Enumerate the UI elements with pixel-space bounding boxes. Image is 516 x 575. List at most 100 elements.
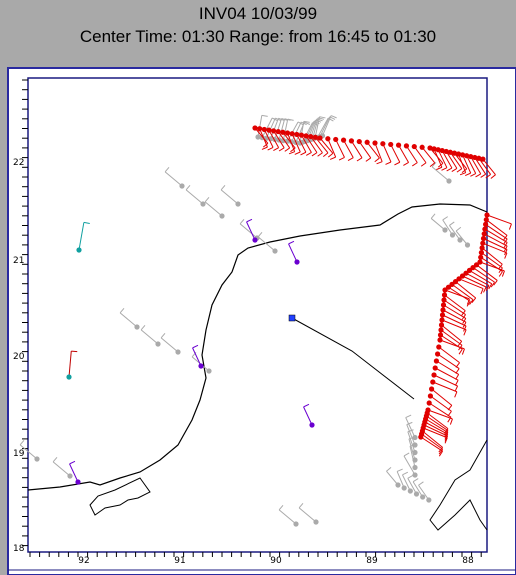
wind-barb bbox=[418, 481, 424, 486]
station bbox=[252, 125, 258, 131]
station bbox=[418, 434, 424, 440]
wind-barb bbox=[376, 161, 383, 165]
wind-barb bbox=[438, 448, 444, 455]
station bbox=[412, 457, 418, 463]
wind-barb bbox=[300, 151, 307, 156]
wind-barb bbox=[398, 144, 410, 163]
wind-barb bbox=[277, 131, 291, 149]
wind-barb bbox=[261, 114, 268, 117]
station bbox=[309, 422, 315, 428]
wind-barb bbox=[319, 137, 334, 154]
map-frame bbox=[7, 67, 516, 575]
wind-barb bbox=[484, 228, 508, 243]
wind-barb bbox=[288, 240, 295, 245]
station bbox=[457, 237, 463, 243]
wind-barb bbox=[274, 118, 283, 140]
station bbox=[284, 130, 291, 136]
wind-barb bbox=[427, 409, 453, 420]
wind-barb bbox=[327, 138, 337, 158]
station bbox=[480, 156, 486, 162]
station bbox=[67, 473, 73, 479]
station bbox=[364, 139, 370, 145]
coastline bbox=[89, 477, 151, 516]
wind-barb bbox=[465, 272, 490, 286]
station bbox=[270, 128, 277, 134]
wind-barb bbox=[438, 450, 444, 457]
wind-barb bbox=[394, 161, 401, 166]
wind-barb bbox=[300, 134, 312, 153]
station bbox=[455, 151, 462, 157]
station bbox=[134, 324, 140, 330]
wind-barb bbox=[443, 304, 467, 319]
station bbox=[472, 154, 478, 161]
wind-barb bbox=[294, 151, 301, 155]
wind-barb bbox=[278, 147, 285, 152]
station bbox=[388, 141, 394, 148]
station bbox=[439, 317, 445, 323]
wind-barb bbox=[405, 417, 416, 438]
wind-barb bbox=[261, 146, 268, 150]
wind-barb bbox=[322, 152, 329, 157]
wind-barb bbox=[459, 172, 466, 176]
station bbox=[470, 265, 476, 271]
wind-barb bbox=[278, 504, 284, 511]
wind-barb bbox=[278, 118, 286, 141]
wind-barb bbox=[444, 289, 470, 300]
wind-barb bbox=[386, 466, 392, 472]
wind-barb bbox=[490, 281, 495, 288]
wind-barb bbox=[471, 297, 477, 303]
station bbox=[155, 341, 161, 347]
wind-barb bbox=[329, 156, 336, 160]
wind-barb bbox=[449, 225, 461, 241]
wind-barb bbox=[431, 161, 437, 168]
wind-barb bbox=[365, 157, 372, 162]
wind-barb bbox=[192, 344, 199, 349]
station bbox=[441, 297, 447, 303]
station bbox=[440, 302, 447, 308]
lat-label: 19 bbox=[13, 449, 25, 459]
station bbox=[411, 143, 417, 150]
wind-barb bbox=[441, 324, 463, 342]
station bbox=[451, 150, 458, 156]
wind-barb bbox=[303, 406, 313, 426]
wind-barb bbox=[385, 161, 392, 165]
wind-barb bbox=[508, 223, 512, 230]
wind-barb bbox=[466, 155, 477, 174]
wind-barb bbox=[441, 150, 453, 169]
wind-barb bbox=[347, 157, 354, 161]
wind-barb bbox=[396, 468, 403, 472]
station bbox=[426, 400, 432, 406]
wind-barb bbox=[366, 141, 380, 159]
wind-barb bbox=[426, 415, 449, 431]
wind-barb bbox=[444, 437, 448, 444]
wind-barb bbox=[439, 339, 465, 350]
wind-barb bbox=[423, 424, 448, 437]
wind-barb bbox=[204, 201, 223, 217]
wind-barb bbox=[456, 168, 463, 173]
wind-barb bbox=[312, 117, 319, 140]
station bbox=[456, 276, 462, 282]
station bbox=[427, 393, 433, 399]
wind-barb bbox=[475, 173, 481, 178]
wind-barb bbox=[438, 346, 460, 364]
wind-barb bbox=[407, 429, 414, 433]
station bbox=[333, 136, 339, 143]
wind-barb bbox=[483, 233, 508, 247]
wind-barb bbox=[429, 162, 436, 167]
station bbox=[438, 327, 444, 333]
wind-barb bbox=[327, 152, 334, 158]
wind-barb bbox=[454, 152, 468, 170]
wind-barb bbox=[421, 433, 443, 450]
wind-barb bbox=[296, 134, 307, 153]
station bbox=[412, 449, 418, 456]
wind-barb bbox=[407, 431, 416, 453]
wind-barb bbox=[449, 151, 463, 169]
wind-barb bbox=[463, 329, 467, 336]
track bbox=[291, 317, 415, 400]
station bbox=[443, 148, 449, 155]
wind-barb bbox=[310, 136, 323, 154]
station bbox=[356, 138, 362, 145]
wind-barb bbox=[458, 278, 484, 290]
